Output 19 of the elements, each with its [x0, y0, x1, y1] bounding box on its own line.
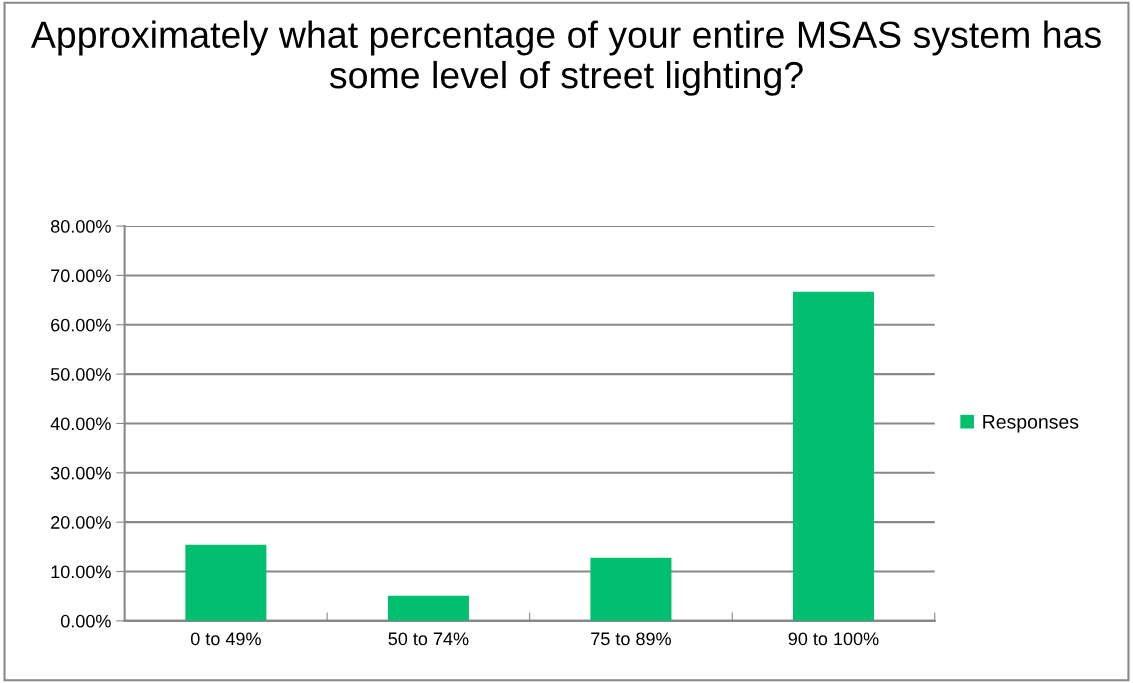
x-tick-label: 90 to 100%: [788, 632, 879, 646]
bar: [792, 291, 874, 621]
bar: [185, 544, 267, 621]
x-tick-label: 0 to 49%: [190, 632, 261, 646]
y-tick-label: 70.00%: [51, 269, 111, 283]
chart-title: Approximately what percentage of your entire MSAS system has some level of street lighting?: [30, 20, 1101, 96]
y-tick-label: 40.00%: [50, 417, 111, 431]
y-tick-label: 80.00%: [50, 220, 111, 233]
y-tick-label: 20.00%: [51, 516, 111, 529]
y-tick-label: 60.00%: [51, 318, 111, 332]
bar: [387, 595, 469, 621]
y-tick-label: 0.00%: [60, 614, 111, 628]
bar: [590, 557, 672, 621]
x-tick-label: 75 to 89%: [591, 632, 671, 646]
legend-label: Responses: [983, 415, 1079, 433]
x-tick-label: 50 to 74%: [388, 632, 469, 646]
y-tick-label: 30.00%: [50, 466, 111, 480]
y-tick-label: 10.00%: [51, 565, 111, 579]
y-tick-label: 50.00%: [50, 368, 111, 381]
